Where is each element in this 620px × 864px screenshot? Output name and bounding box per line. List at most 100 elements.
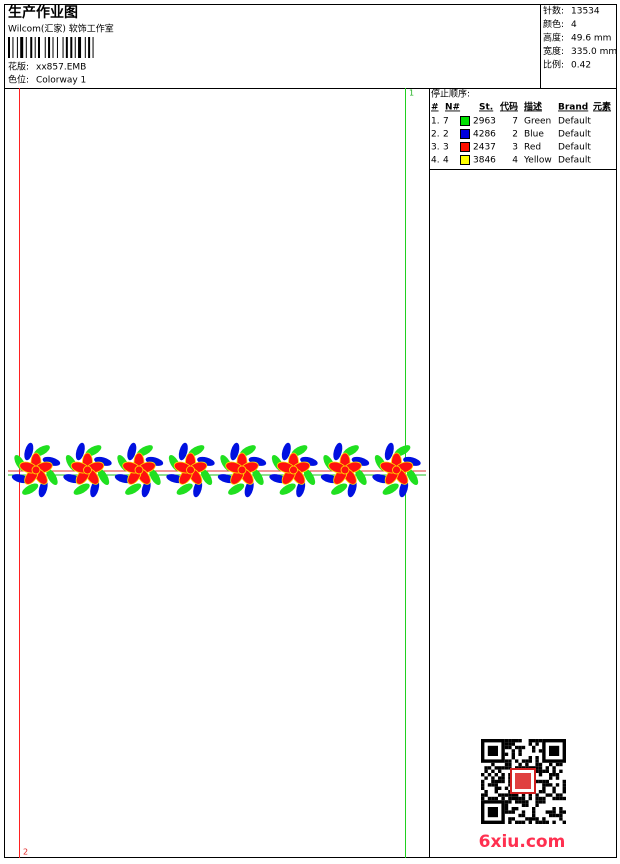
column-header: N# [445, 103, 460, 113]
qr-cell [508, 766, 512, 770]
qr-cell [518, 739, 522, 743]
qr-cell [559, 762, 563, 767]
watermark: 6xiu.com [479, 832, 566, 852]
qr-cell [484, 766, 488, 770]
embroidery-design [8, 442, 426, 498]
flower-center [392, 465, 401, 475]
qr-cell [528, 796, 532, 801]
info-label: 比例: [543, 59, 564, 71]
qr-cell [481, 786, 485, 790]
flower-center [186, 465, 195, 475]
leaf [24, 442, 34, 461]
qr-cell [559, 807, 563, 811]
qr-cell [538, 796, 543, 801]
qr-cell [494, 790, 498, 794]
qr-cell [542, 779, 546, 784]
qr-cell [555, 773, 560, 777]
leaf [176, 483, 193, 495]
qr-cell [525, 759, 529, 763]
info-value: 49.6 mm [571, 34, 611, 44]
qr-cell [518, 752, 522, 756]
qr-cell [515, 759, 519, 763]
qr-cell [559, 813, 563, 818]
qr-cell [545, 793, 549, 797]
qr-cell [501, 776, 505, 780]
qr-cell [555, 793, 560, 797]
qr-cell [518, 820, 522, 824]
qr-cell [515, 796, 519, 801]
qr-cell [538, 820, 543, 824]
qr-cell [549, 773, 553, 777]
qr-cell [508, 759, 512, 763]
qr-cell [521, 745, 526, 750]
colorway-label: 色位: [8, 74, 29, 86]
qr-cell [549, 813, 553, 818]
qr-cell [501, 766, 505, 770]
qr-cell [504, 803, 509, 807]
qr-cell [555, 776, 560, 780]
qr-cell [508, 820, 512, 824]
qr-cell [538, 762, 543, 767]
qr-cell [491, 779, 495, 784]
qr-cell [555, 796, 560, 801]
qr-cell [515, 800, 519, 804]
leaf [97, 468, 110, 486]
qr-cell [508, 800, 512, 804]
bar [52, 37, 54, 58]
qr-cell [498, 769, 502, 773]
qr-cell [484, 769, 488, 773]
qr-cell [532, 749, 536, 753]
bar [65, 37, 68, 58]
qr-cell [552, 807, 556, 811]
qr-cell [559, 810, 563, 814]
bar [25, 37, 27, 58]
qr-cell [525, 766, 529, 770]
qr-cell [494, 779, 498, 784]
qr-cell [542, 769, 546, 773]
code: 2 [512, 130, 518, 140]
qr-cell [552, 766, 556, 770]
qr-cell [528, 766, 532, 770]
bar [74, 37, 76, 58]
bar [92, 37, 94, 58]
flower-center [134, 465, 144, 475]
qr-cell [504, 810, 509, 814]
qr-cell [521, 766, 526, 770]
subtitle: Wilcom(汇家) 软饰工作室 [8, 23, 114, 35]
bar [30, 37, 33, 58]
leaf [331, 483, 348, 495]
qr-cell [487, 766, 492, 770]
qr-cell [542, 800, 546, 804]
page-border [4, 4, 617, 858]
qr-cell [542, 786, 546, 790]
qr-cell [511, 810, 515, 814]
qr-cell [555, 762, 560, 767]
table-title: 停止顺序: [431, 88, 470, 100]
qr-cell [535, 769, 539, 773]
qr-cell [552, 773, 556, 777]
qr-cell [508, 745, 512, 750]
row-no: 2. [431, 130, 440, 140]
qr-cell [515, 745, 519, 750]
qr-cell [481, 793, 485, 797]
qr-cell [521, 810, 526, 814]
desc: Blue [524, 130, 544, 140]
desc: Red [524, 143, 541, 153]
needle: 2 [443, 130, 449, 140]
bar [16, 37, 18, 58]
qr-cell [518, 745, 522, 750]
qr-cell [532, 817, 536, 821]
qr-cell [552, 813, 556, 818]
qr-cell [535, 779, 539, 784]
qr-cell [535, 756, 539, 760]
qr-cell [549, 810, 553, 814]
leaf [406, 468, 419, 486]
qr-cell [528, 820, 532, 824]
bar [62, 37, 64, 58]
qr-cell [532, 745, 536, 750]
design-label: 花版: [8, 61, 29, 73]
qr-cell [535, 820, 539, 824]
qr-cell [518, 749, 522, 753]
qr-cell [504, 800, 509, 804]
